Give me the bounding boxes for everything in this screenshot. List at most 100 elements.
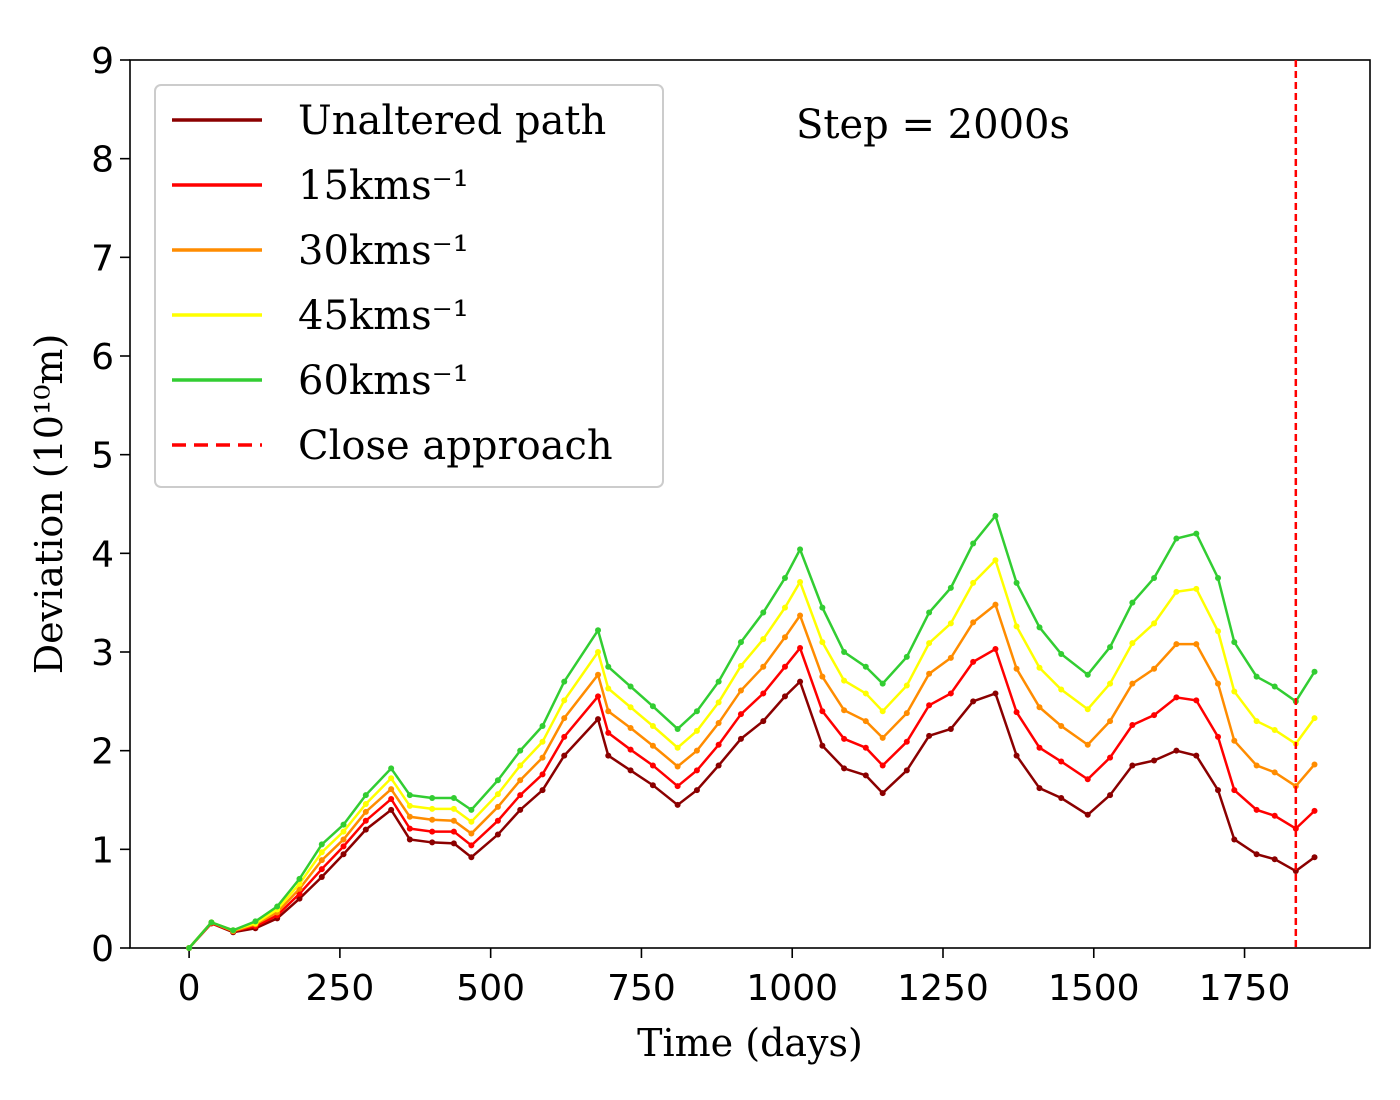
data-point xyxy=(903,682,910,689)
data-point xyxy=(1129,640,1136,647)
y-tick-label: 3 xyxy=(91,633,114,674)
data-point xyxy=(737,662,744,669)
data-point xyxy=(450,795,457,802)
data-point xyxy=(429,816,436,823)
data-point xyxy=(926,702,933,709)
data-point xyxy=(947,584,954,591)
data-point xyxy=(318,873,325,880)
data-point xyxy=(1084,776,1091,783)
data-point xyxy=(797,578,804,585)
data-point xyxy=(649,742,656,749)
data-point xyxy=(841,765,848,772)
data-point xyxy=(693,708,700,715)
data-point xyxy=(674,744,681,751)
data-point xyxy=(362,817,369,824)
data-point xyxy=(760,663,767,670)
data-point xyxy=(1231,787,1238,794)
data-point xyxy=(517,747,524,754)
data-point xyxy=(1013,665,1020,672)
data-point xyxy=(841,649,848,655)
data-point xyxy=(494,817,501,824)
data-point xyxy=(879,790,886,797)
data-point xyxy=(605,752,612,759)
data-point xyxy=(605,685,612,692)
data-point xyxy=(1231,639,1238,646)
data-point xyxy=(1107,644,1114,651)
data-point xyxy=(781,693,788,700)
data-point xyxy=(693,727,700,734)
data-point xyxy=(1129,762,1136,769)
data-point xyxy=(879,762,886,769)
data-point xyxy=(362,792,369,799)
data-point xyxy=(362,826,369,833)
data-point xyxy=(1231,688,1238,695)
data-point xyxy=(539,754,546,761)
data-point xyxy=(468,854,475,861)
data-point xyxy=(1173,641,1180,648)
data-point xyxy=(903,653,910,660)
data-point xyxy=(539,771,546,778)
data-point xyxy=(450,805,457,812)
data-point xyxy=(1292,825,1299,832)
data-point xyxy=(970,579,977,586)
data-point xyxy=(1193,752,1200,759)
data-point xyxy=(674,725,681,732)
data-point xyxy=(340,851,347,858)
data-point xyxy=(406,792,413,799)
data-point xyxy=(1058,650,1065,657)
data-point xyxy=(1151,757,1158,764)
data-point xyxy=(1107,792,1114,799)
data-point xyxy=(693,747,700,754)
data-point xyxy=(879,734,886,741)
data-point xyxy=(605,729,612,736)
data-point xyxy=(1151,665,1158,672)
data-point xyxy=(737,711,744,718)
data-point xyxy=(1151,575,1158,581)
data-point xyxy=(1271,856,1278,863)
data-point xyxy=(1311,807,1318,814)
data-point xyxy=(674,801,681,808)
data-point xyxy=(926,640,933,647)
data-point xyxy=(1173,694,1180,701)
data-point xyxy=(561,697,568,704)
data-point xyxy=(760,636,767,643)
x-tick-label: 1500 xyxy=(1048,968,1140,1009)
data-point xyxy=(903,710,910,717)
data-point xyxy=(992,557,999,564)
data-point xyxy=(595,649,602,655)
y-axis-label: Deviation (10¹⁰m) xyxy=(27,334,71,675)
data-point xyxy=(468,806,475,813)
data-point xyxy=(841,677,848,684)
data-point xyxy=(674,783,681,790)
data-point xyxy=(1013,623,1020,630)
data-point xyxy=(318,857,325,864)
data-point xyxy=(1173,747,1180,754)
data-point xyxy=(627,724,634,731)
data-point xyxy=(1151,620,1158,627)
legend-box xyxy=(154,84,664,488)
legend-label: 60kms⁻¹ xyxy=(298,358,469,404)
y-tick-label: 8 xyxy=(91,140,114,181)
data-point xyxy=(1084,811,1091,818)
y-tick-label: 9 xyxy=(91,41,114,82)
legend-label: 30kms⁻¹ xyxy=(298,228,469,274)
data-point xyxy=(1084,671,1091,678)
data-point xyxy=(318,841,325,848)
data-point xyxy=(1271,769,1278,776)
data-point xyxy=(340,836,347,843)
data-point xyxy=(539,787,546,794)
data-point xyxy=(992,646,999,653)
data-point xyxy=(926,732,933,739)
data-point xyxy=(406,813,413,820)
data-point xyxy=(318,866,325,873)
data-point xyxy=(252,918,259,925)
data-point xyxy=(1311,668,1318,675)
data-point xyxy=(1107,718,1114,725)
data-point xyxy=(561,678,568,685)
data-point xyxy=(388,806,395,813)
data-point xyxy=(947,725,954,732)
data-point xyxy=(274,903,281,910)
data-point xyxy=(903,767,910,774)
data-point xyxy=(781,663,788,670)
data-point xyxy=(388,786,395,793)
